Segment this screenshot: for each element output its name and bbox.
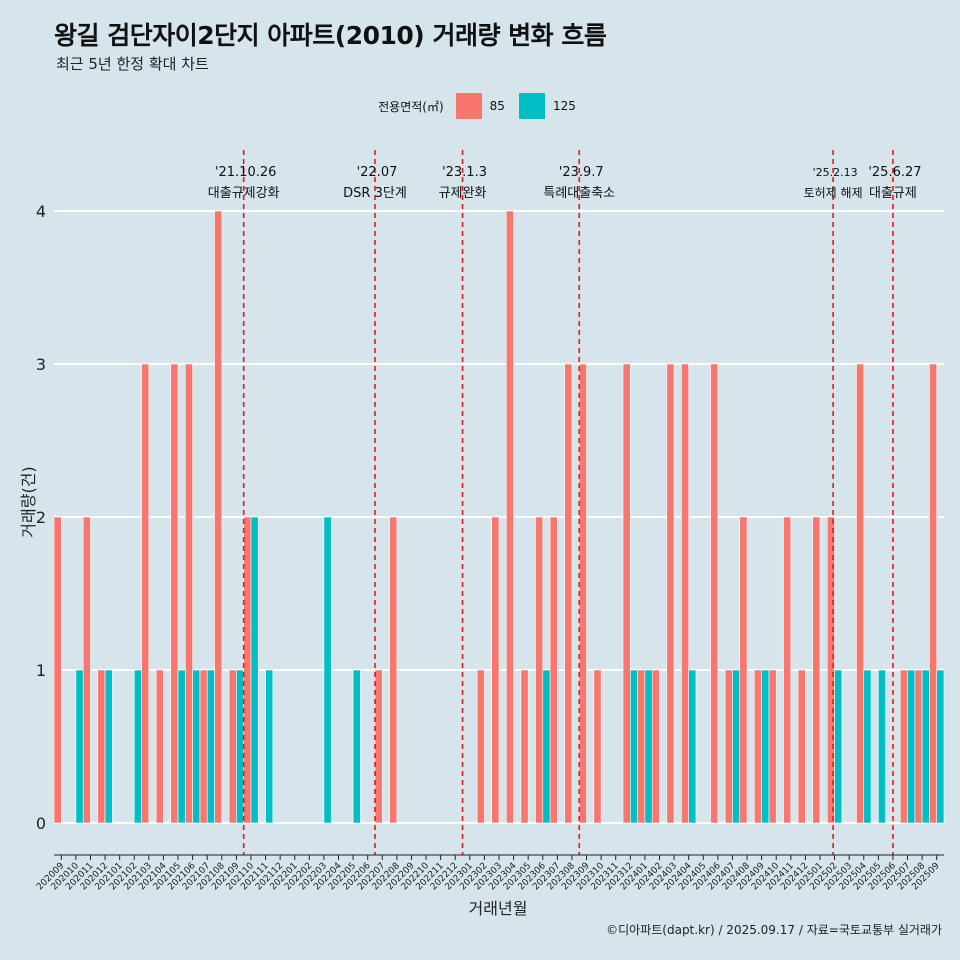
event-label: DSR 3단계 [343, 186, 407, 201]
bar-85-202312 [622, 363, 631, 824]
x-axis: 2020092020102020112020122021012021022021… [35, 854, 944, 892]
bar-85-202308 [564, 363, 573, 824]
bar-125-202507 [907, 669, 916, 824]
bar-85-202108 [214, 210, 223, 824]
event-label: 대출규제강화 [208, 186, 280, 201]
event-label: 대출규제 [869, 186, 917, 201]
bar-85-202412 [797, 669, 806, 824]
bar-85-202402 [651, 669, 660, 824]
bar-85-202407 [724, 669, 733, 824]
bar-125-202205 [352, 669, 361, 824]
bar-85-202406 [710, 363, 719, 824]
bar-85-202504 [856, 363, 865, 824]
legend-swatch-85 [455, 93, 482, 119]
bar-85-202501 [812, 516, 821, 824]
bar-85-202109 [228, 669, 237, 824]
bar-125-202106 [192, 669, 201, 824]
bar-85-202411 [783, 516, 792, 824]
y-axis: 0 1 2 3 4 [36, 202, 46, 833]
event-date: '25.2.13 [813, 166, 858, 179]
bar-85-202105 [170, 363, 179, 824]
bar-85-202103 [141, 363, 150, 824]
bar-125-202012 [104, 669, 113, 824]
bar-85-202207 [374, 669, 383, 824]
bar-85-202409 [754, 669, 762, 824]
bar-125-202306 [542, 669, 551, 824]
bar-125-202102 [133, 669, 142, 824]
event-label: 토허제 해제 [804, 186, 863, 200]
bars [53, 210, 945, 824]
legend: 전용면적(㎡) 85 125 [0, 93, 960, 119]
bar-85-202208 [389, 516, 398, 824]
bar-85-202011 [82, 516, 91, 824]
bar-125-202509 [936, 669, 945, 824]
event-label: 규제완화 [439, 186, 487, 201]
bar-85-202408 [739, 516, 748, 824]
bar-85-202307 [549, 516, 558, 824]
legend-title: 전용면적(㎡) [378, 99, 444, 114]
bar-125-202502 [834, 669, 843, 824]
event-date: '21.10.26 [215, 165, 276, 180]
legend-swatch-125 [518, 93, 545, 119]
y-tick-label: 3 [36, 355, 46, 374]
bar-85-202306 [535, 516, 544, 824]
bar-85-202502 [826, 516, 835, 824]
bar-85-202508 [914, 669, 923, 824]
bar-85-202107 [199, 669, 208, 824]
x-axis-label: 거래년월 [469, 899, 528, 918]
bar-125-202111 [265, 669, 274, 824]
bar-85-202110 [243, 516, 252, 824]
bar-85-202401 [637, 669, 646, 824]
event-date: '23.1.3 [442, 165, 487, 180]
y-tick-label: 0 [36, 814, 46, 833]
bar-125-202107 [206, 669, 215, 824]
legend-item-85: 85 [455, 93, 505, 119]
bar-85-202410 [768, 669, 777, 824]
legend-label-125: 125 [552, 99, 576, 113]
bar-125-202105 [177, 669, 186, 824]
bar-125-202407 [732, 669, 741, 824]
bar-125-202508 [921, 669, 930, 824]
bar-85-202106 [185, 363, 193, 824]
bar-85-202305 [520, 669, 529, 824]
event-date: '25.6.27 [868, 165, 921, 180]
chart-title: 왕길 검단자이2단지 아파트(2010) 거래량 변화 흐름 [54, 21, 607, 50]
bar-85-202303 [491, 516, 500, 824]
bar-85-202309 [578, 363, 587, 824]
legend-label-85: 85 [489, 99, 505, 113]
bar-85-202404 [681, 363, 689, 824]
y-tick-label: 2 [36, 508, 46, 527]
bar-125-202010 [75, 669, 84, 824]
y-tick-label: 4 [36, 202, 46, 221]
bar-125-202504 [863, 669, 872, 824]
bar-85-202310 [593, 669, 602, 824]
bar-85-202302 [476, 669, 485, 824]
y-tick-label: 1 [36, 661, 46, 680]
event-markers: '21.10.26 대출규제강화 '22.07 DSR 3단계 '23.1.3 규제완화 '… [208, 150, 922, 855]
caption: ©디아파트(dapt.kr) / 2025.09.17 / 자료=국토교통부 실… [606, 923, 942, 937]
bar-85-202104 [155, 669, 164, 824]
bar-125-202409 [761, 669, 770, 824]
bar-125-202312 [630, 669, 638, 824]
bar-125-202109 [236, 669, 244, 824]
y-axis-label: 거래량(건) [19, 466, 38, 537]
bar-125-202203 [323, 516, 332, 824]
event-label: 특례대출축소 [543, 186, 615, 201]
legend-item-125: 125 [518, 93, 576, 119]
bar-85-202009 [53, 516, 62, 824]
bar-125-202110 [250, 516, 259, 824]
chart-subtitle: 최근 5년 한정 확대 차트 [56, 55, 209, 73]
bar-85-202509 [929, 363, 938, 824]
bar-125-202401 [644, 669, 653, 824]
bar-85-202403 [666, 363, 675, 824]
bar-85-202304 [505, 210, 514, 824]
bar-85-202012 [97, 669, 106, 824]
event-date: '22.07 [357, 165, 398, 180]
event-date: '23.9.7 [559, 165, 604, 180]
bar-85-202507 [899, 669, 908, 824]
bar-125-202505 [878, 669, 886, 824]
bar-125-202404 [688, 669, 697, 824]
